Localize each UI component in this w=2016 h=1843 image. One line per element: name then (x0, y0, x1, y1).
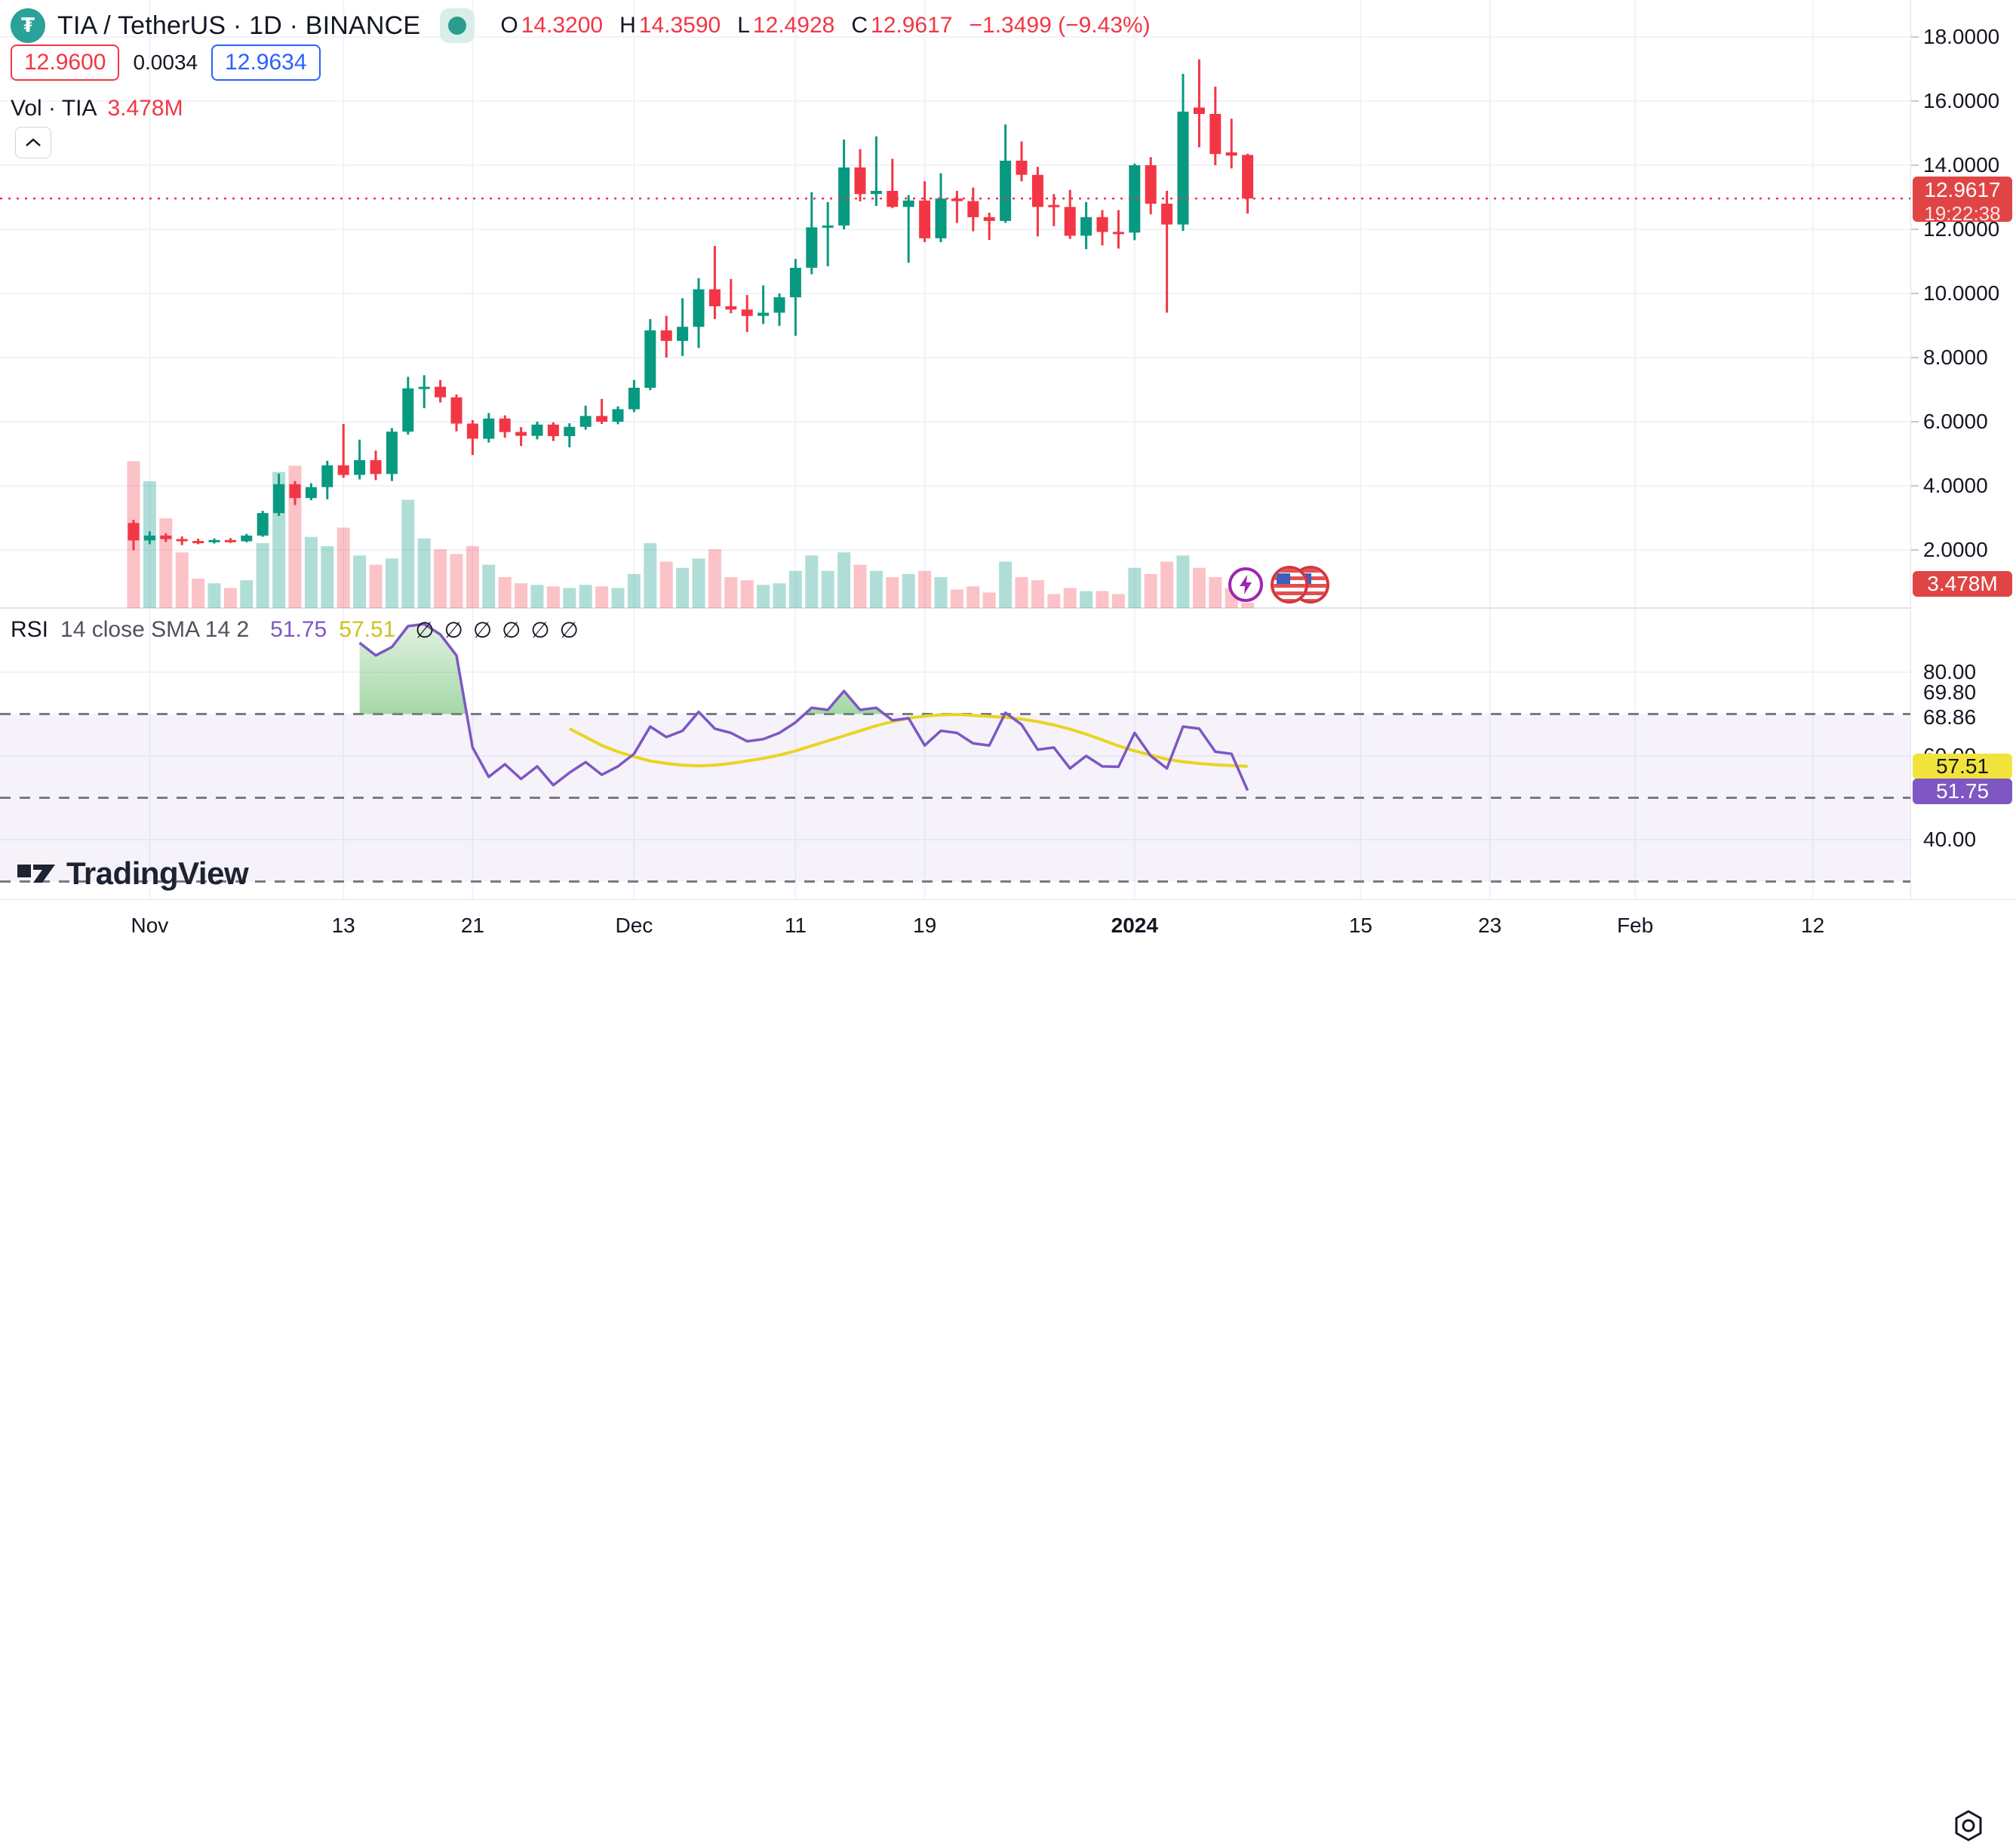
volume-legend: Vol · TIA 3.478M (11, 95, 183, 122)
time-axis-label: 15 (1348, 914, 1372, 937)
last-price-badge: 12.9617 19:22:38 (1913, 177, 2012, 225)
rsi-current-value: 51.75 (270, 617, 327, 642)
rsi-value-badge: 51.75 (1913, 778, 2012, 804)
low-value: 12.4928 (752, 13, 835, 38)
rsi-params: 14 close SMA 14 2 (60, 617, 250, 642)
price-axis-tick (1911, 229, 1919, 230)
time-axis-label: Feb (1617, 914, 1654, 937)
spread-value: 0.0034 (133, 51, 198, 74)
sell-bid-button[interactable]: 12.9600 (11, 45, 120, 81)
rsi-axis-label: 80.00 (1923, 660, 1977, 683)
collapse-pane-button[interactable] (15, 127, 51, 158)
quote-row: 12.9600 0.0034 12.9634 (11, 45, 321, 81)
time-axis-label: 13 (331, 914, 355, 937)
empty-set-icon: ∅ (502, 617, 521, 643)
high-value: 14.3590 (638, 13, 721, 38)
ohlc-readout: O 14.3200 H 14.3590 L 12.4928 C 12.9617 −1.3… (500, 13, 1150, 38)
price-axis-label: 14.0000 (1923, 153, 2000, 177)
time-axis-label: 12 (1801, 914, 1825, 937)
open-label: O (500, 13, 518, 38)
close-value: 12.9617 (871, 13, 953, 38)
market-open-dot (448, 17, 467, 35)
market-status-indicator[interactable] (440, 8, 475, 43)
empty-set-icon: ∅ (559, 617, 579, 643)
tradingview-watermark[interactable]: TradingView (17, 855, 249, 892)
price-axis-tick (1911, 100, 1919, 102)
open-value: 14.3200 (521, 13, 604, 38)
price-axis-label: 2.0000 (1923, 538, 1988, 561)
price-axis-label: 4.0000 (1923, 474, 1988, 497)
time-axis-label: Dec (615, 914, 653, 937)
economic-event-icon-us-1[interactable] (1271, 566, 1308, 604)
price-axis-label: 18.0000 (1923, 25, 2000, 48)
price-axis-tick (1911, 485, 1919, 487)
time-axis-label: 21 (460, 914, 484, 937)
us-flag-icon (1274, 569, 1305, 601)
time-scale-settings-gear-icon[interactable] (1951, 1808, 1986, 1843)
time-axis-label: 2024 (1111, 914, 1158, 937)
change-value: −1.3499 (−9.43%) (969, 13, 1151, 38)
high-label: H (619, 13, 636, 38)
close-label: C (851, 13, 868, 38)
symbol-legend[interactable]: ₮ TIA / TetherUS · 1D · BINANCE O 14.3200… (11, 8, 1151, 44)
price-scale[interactable]: 2.0000 4.0000 6.0000 8.0000 10.0000 12.0000 14… (1910, 0, 2016, 899)
earnings-event-icon[interactable] (1228, 567, 1263, 602)
rsi-axis-label: 68.86 (1923, 705, 1977, 729)
time-axis-label: 23 (1478, 914, 1502, 937)
lightning-bolt-icon (1240, 575, 1252, 594)
rsi-title: RSI (11, 617, 49, 642)
chevron-up-icon (26, 138, 41, 146)
tether-coin-icon: ₮ (11, 8, 45, 43)
time-axis-label: 19 (913, 914, 937, 937)
watermark-text: TradingView (66, 855, 249, 891)
price-axis-label: 8.0000 (1923, 346, 1988, 369)
low-label: L (737, 13, 750, 38)
empty-set-icon: ∅ (415, 617, 435, 643)
rsi-axis-label: 69.80 (1923, 680, 1977, 704)
price-axis-tick (1911, 164, 1919, 166)
symbol-title[interactable]: TIA / TetherUS · 1D · BINANCE (57, 11, 421, 40)
buy-ask-button[interactable]: 12.9634 (211, 45, 321, 81)
time-axis-label: 11 (784, 914, 807, 937)
volume-badge: 3.478M (1913, 571, 2012, 597)
price-axis-tick (1911, 357, 1919, 358)
price-axis-label: 16.0000 (1923, 89, 2000, 112)
time-axis-label: Nov (131, 914, 169, 937)
volume-label: Vol · TIA (11, 96, 97, 121)
price-axis-tick (1911, 293, 1919, 294)
time-scale[interactable]: Nov 13 21 Dec 11 19 2024 15 23 Feb 12 (0, 899, 2016, 1841)
rsi-indicator-legend[interactable]: RSI 14 close SMA 14 2 51.75 57.51 ∅ ∅ ∅ ∅ ∅ ∅ (11, 617, 579, 643)
price-axis-label: 6.0000 (1923, 410, 1988, 433)
rsi-axis-label: 40.00 (1923, 828, 1977, 851)
price-axis-tick (1911, 421, 1919, 422)
price-axis-tick (1911, 549, 1919, 551)
price-axis-tick (1911, 36, 1919, 38)
rsi-sma-badge: 57.51 (1913, 753, 2012, 779)
empty-set-icon: ∅ (472, 617, 493, 643)
rsi-sma-value: 57.51 (339, 617, 396, 642)
price-axis-label: 10.0000 (1923, 281, 2000, 305)
empty-set-icon: ∅ (444, 617, 463, 643)
rsi-empty-plot-values: ∅ ∅ ∅ ∅ ∅ ∅ (415, 617, 579, 643)
empty-set-icon: ∅ (530, 617, 550, 643)
tradingview-logo-icon (17, 865, 55, 883)
volume-value: 3.478M (107, 96, 183, 121)
price-chart[interactable] (0, 0, 2016, 954)
